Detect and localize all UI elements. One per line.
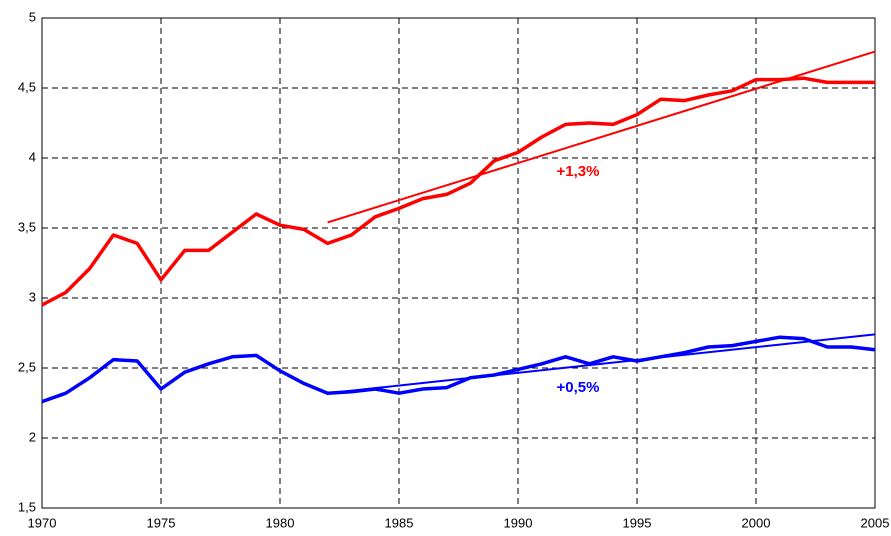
plot-border — [41, 17, 876, 509]
x-tick-label: 2000 — [742, 515, 771, 530]
y-tick-label: 1,5 — [18, 499, 36, 514]
annotation: +0,5% — [557, 379, 600, 396]
x-tick-label: 1980 — [266, 515, 295, 530]
x-tick-label: 1985 — [385, 515, 414, 530]
x-tick-label: 1970 — [28, 515, 57, 530]
series-line — [41, 76, 875, 307]
y-tick-label: 4,5 — [18, 79, 36, 94]
trend-line — [327, 333, 876, 395]
y-tick-label: 2 — [29, 429, 36, 444]
y-tick-label: 5 — [29, 9, 36, 24]
x-tick-label: 1995 — [623, 515, 652, 530]
x-tick-label: 1975 — [147, 515, 176, 530]
y-tick-label: 4 — [29, 149, 36, 164]
x-tick-label: 1990 — [504, 515, 533, 530]
y-tick-label: 3,5 — [18, 219, 36, 234]
series-line — [41, 335, 876, 404]
annotation: +1,3% — [557, 163, 600, 180]
y-tick-label: 3 — [29, 289, 36, 304]
y-tick-label: 2,5 — [18, 359, 36, 374]
x-tick-label: 2005 — [861, 515, 890, 530]
